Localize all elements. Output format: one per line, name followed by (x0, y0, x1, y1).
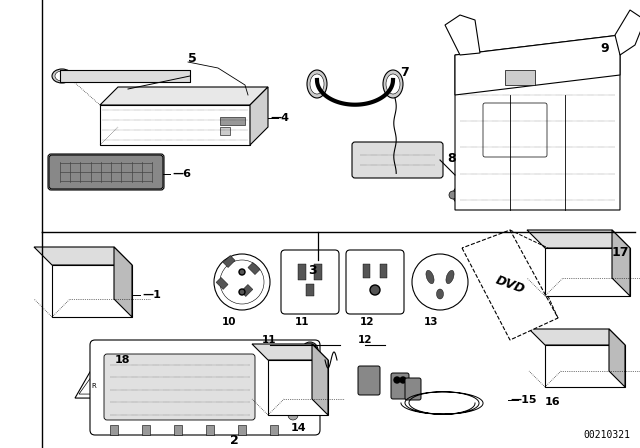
Polygon shape (114, 247, 132, 317)
Circle shape (370, 285, 380, 295)
Text: 10: 10 (222, 317, 237, 327)
Polygon shape (612, 230, 630, 296)
FancyBboxPatch shape (104, 354, 255, 420)
Text: —6: —6 (172, 169, 191, 179)
Circle shape (400, 377, 406, 383)
Text: —15: —15 (510, 395, 536, 405)
Circle shape (239, 289, 245, 295)
FancyBboxPatch shape (391, 373, 409, 399)
Polygon shape (455, 35, 620, 210)
Polygon shape (545, 345, 625, 387)
Circle shape (288, 410, 298, 420)
Polygon shape (312, 344, 328, 415)
Polygon shape (250, 87, 268, 145)
Polygon shape (100, 105, 250, 145)
Bar (306, 284, 314, 296)
Polygon shape (34, 247, 132, 265)
FancyBboxPatch shape (352, 142, 443, 178)
Bar (216, 277, 228, 289)
Text: DVD: DVD (493, 274, 527, 296)
Text: 14: 14 (290, 423, 306, 433)
Polygon shape (527, 230, 630, 248)
Polygon shape (455, 35, 620, 95)
Circle shape (220, 260, 264, 304)
FancyBboxPatch shape (483, 103, 547, 157)
Polygon shape (545, 248, 630, 296)
FancyBboxPatch shape (346, 250, 404, 314)
Polygon shape (615, 10, 640, 55)
Ellipse shape (386, 74, 400, 94)
Text: 13: 13 (424, 317, 438, 327)
Text: —1: —1 (142, 290, 161, 300)
Bar (220, 127, 230, 135)
Text: 11: 11 (262, 335, 276, 345)
Circle shape (304, 345, 310, 351)
Bar (206, 425, 214, 435)
Ellipse shape (436, 289, 444, 299)
Text: 3: 3 (308, 263, 317, 276)
Bar (60, 70, 190, 82)
Circle shape (288, 383, 298, 392)
Bar (363, 264, 370, 278)
Bar (241, 284, 253, 297)
Bar (110, 425, 118, 435)
Text: 12: 12 (360, 317, 374, 327)
Circle shape (302, 342, 318, 358)
FancyBboxPatch shape (405, 378, 421, 400)
Circle shape (288, 355, 298, 365)
Text: —4: —4 (270, 113, 289, 123)
Bar (238, 425, 246, 435)
Circle shape (239, 269, 245, 275)
Bar (174, 425, 182, 435)
Text: 9: 9 (600, 42, 609, 55)
Bar (270, 425, 278, 435)
Bar (298, 264, 306, 280)
Polygon shape (609, 329, 625, 387)
Polygon shape (462, 230, 558, 340)
Bar (223, 255, 235, 267)
Text: 17: 17 (612, 246, 630, 259)
Circle shape (412, 254, 468, 310)
Text: R: R (92, 383, 97, 389)
Polygon shape (529, 329, 625, 345)
Text: 16: 16 (545, 397, 561, 407)
FancyBboxPatch shape (281, 250, 339, 314)
Polygon shape (252, 344, 328, 360)
Ellipse shape (383, 70, 403, 98)
Polygon shape (268, 360, 328, 415)
Bar (314, 264, 322, 280)
Ellipse shape (55, 71, 69, 81)
Text: 8: 8 (447, 151, 456, 164)
Ellipse shape (426, 270, 434, 284)
Ellipse shape (52, 69, 72, 83)
Polygon shape (52, 265, 132, 317)
Text: 5: 5 (188, 52, 196, 65)
Text: 2: 2 (230, 434, 239, 447)
Polygon shape (445, 15, 480, 55)
Bar (220, 117, 245, 125)
Circle shape (288, 396, 298, 406)
Text: 12: 12 (358, 335, 372, 345)
Text: 18: 18 (115, 355, 131, 365)
Ellipse shape (310, 74, 324, 94)
Bar (248, 263, 260, 275)
Circle shape (394, 377, 400, 383)
Bar (380, 264, 387, 278)
Circle shape (214, 254, 270, 310)
Circle shape (449, 191, 457, 199)
Bar (142, 425, 150, 435)
Text: 00210321: 00210321 (583, 430, 630, 440)
Ellipse shape (307, 70, 327, 98)
FancyBboxPatch shape (49, 155, 163, 189)
Circle shape (310, 345, 316, 351)
Polygon shape (100, 87, 268, 105)
Circle shape (288, 369, 298, 379)
Text: 11: 11 (295, 317, 310, 327)
FancyBboxPatch shape (90, 340, 320, 435)
Text: 7: 7 (400, 65, 409, 78)
Bar (505, 70, 535, 85)
Ellipse shape (446, 270, 454, 284)
FancyBboxPatch shape (358, 366, 380, 395)
Polygon shape (75, 365, 113, 398)
